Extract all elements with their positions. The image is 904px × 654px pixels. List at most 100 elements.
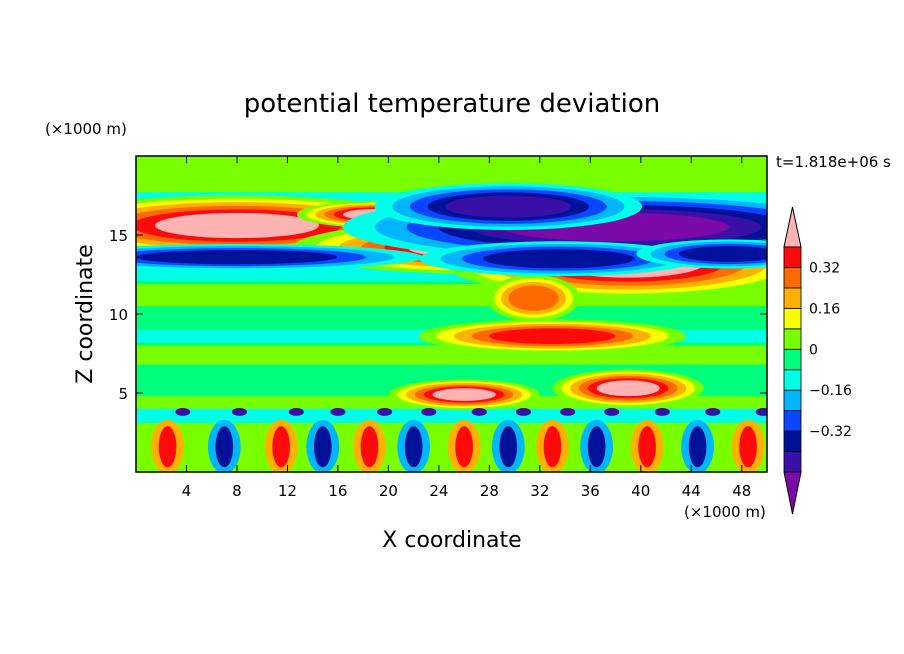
x-tick-label: 4 xyxy=(182,482,192,500)
cold-anomaly xyxy=(636,239,767,269)
convective-plume xyxy=(353,408,393,472)
x-axis: 4 8 12 16 20 24 28 32 36 40 44 48 xyxy=(182,156,751,500)
colorbar: 0.32 0.16 0 −0.16 −0.32 xyxy=(783,206,852,515)
y-tick-label: 5 xyxy=(118,385,128,403)
contour-ring xyxy=(755,408,767,416)
contour-ring xyxy=(508,285,559,311)
convective-plume xyxy=(397,408,437,472)
colorbar-segment xyxy=(783,328,802,350)
contour-ring xyxy=(543,426,562,468)
x-tick-label: 20 xyxy=(379,482,398,500)
contour-ring xyxy=(604,408,620,416)
contour-ring xyxy=(313,426,332,468)
colorbar-segment xyxy=(783,430,802,452)
convective-plume xyxy=(151,408,191,472)
colorbar-segment xyxy=(783,369,802,391)
contour-ring xyxy=(638,426,656,468)
colorbar-label: 0.16 xyxy=(809,301,840,317)
colorbar-segment xyxy=(783,287,802,309)
contour-ring xyxy=(688,426,707,468)
colorbar-segment xyxy=(783,267,802,289)
colorbar-segment xyxy=(783,246,802,268)
contour-ring xyxy=(499,426,518,468)
x-tick-label: 28 xyxy=(480,482,499,500)
contour-ring xyxy=(445,195,572,218)
cold-anomaly xyxy=(419,241,699,277)
colorbar-label: −0.16 xyxy=(809,383,852,399)
chart-title: potential temperature deviation xyxy=(244,89,660,119)
x-unit-label: (×1000 m) xyxy=(684,503,766,521)
y-axis-label: Z coordinate xyxy=(73,244,98,383)
contour-ring xyxy=(739,426,757,468)
cold-anomaly xyxy=(136,244,423,271)
convective-plume xyxy=(580,408,620,472)
y-tick-label: 10 xyxy=(109,306,128,324)
colorbar-segment xyxy=(783,348,802,371)
time-label: t=1.818e+06 s xyxy=(776,153,891,171)
convective-plume xyxy=(681,408,721,472)
field-band xyxy=(136,345,767,365)
contour-ring xyxy=(515,408,532,416)
contour-ring xyxy=(377,408,393,416)
contour-ring xyxy=(154,212,319,239)
contour-ring xyxy=(489,328,616,345)
convective-plume xyxy=(491,408,532,472)
warm-anomaly xyxy=(487,274,580,322)
contour-ring xyxy=(158,426,177,468)
colorbar-segment xyxy=(783,389,802,412)
y-axis: 5 10 15 xyxy=(109,227,767,403)
contour-ring xyxy=(330,408,346,416)
contour-ring xyxy=(215,426,234,468)
convective-plume xyxy=(447,408,487,472)
x-tick-label: 40 xyxy=(631,482,650,500)
contour-ring xyxy=(421,408,437,416)
warm-anomaly xyxy=(388,379,540,410)
contour-ring xyxy=(455,426,473,468)
x-tick-label: 44 xyxy=(682,482,701,500)
warm-anomaly xyxy=(552,369,704,408)
contour-ring xyxy=(596,380,660,397)
x-tick-label: 48 xyxy=(732,482,751,500)
x-tick-label: 32 xyxy=(530,482,549,500)
convective-plume xyxy=(264,408,304,472)
convective-plume xyxy=(630,408,670,472)
x-tick-label: 24 xyxy=(429,482,448,500)
colorbar-segment xyxy=(783,451,802,473)
contour-ring xyxy=(288,408,304,416)
contour-ring xyxy=(272,426,290,468)
contour-ring xyxy=(587,426,606,468)
contour-field xyxy=(136,156,767,472)
y-unit-label: (×1000 m) xyxy=(45,120,127,138)
convective-plume xyxy=(207,408,248,472)
x-tick-label: 36 xyxy=(581,482,600,500)
colorbar-overflow-high xyxy=(783,206,802,248)
convective-plume xyxy=(536,408,576,472)
contour-ring xyxy=(136,250,338,265)
contour-ring xyxy=(471,408,487,416)
y-tick-label: 15 xyxy=(109,227,128,245)
contour-ring xyxy=(654,408,670,416)
contour-ring xyxy=(175,408,191,416)
x-tick-label: 12 xyxy=(278,482,297,500)
warm-anomaly xyxy=(418,319,687,353)
x-tick-label: 8 xyxy=(232,482,242,500)
contour-ring xyxy=(231,408,248,416)
convective-plume xyxy=(731,408,767,472)
convective-plume xyxy=(306,408,346,472)
x-axis-label: X coordinate xyxy=(382,528,521,553)
contour-ring xyxy=(404,426,423,468)
colorbar-label: 0 xyxy=(809,342,818,358)
colorbar-segment xyxy=(783,410,802,432)
colorbar-segment xyxy=(783,307,802,330)
colorbar-label: −0.32 xyxy=(809,424,852,440)
contour-ring xyxy=(705,408,721,416)
contour-ring xyxy=(560,408,576,416)
contour-ring xyxy=(360,426,379,468)
field-band xyxy=(136,408,767,424)
contour-ring xyxy=(432,388,496,401)
x-tick-label: 16 xyxy=(328,482,347,500)
contour-ring xyxy=(678,246,767,262)
colorbar-label: 0.32 xyxy=(809,260,840,276)
colorbar-overflow-low xyxy=(783,471,802,515)
